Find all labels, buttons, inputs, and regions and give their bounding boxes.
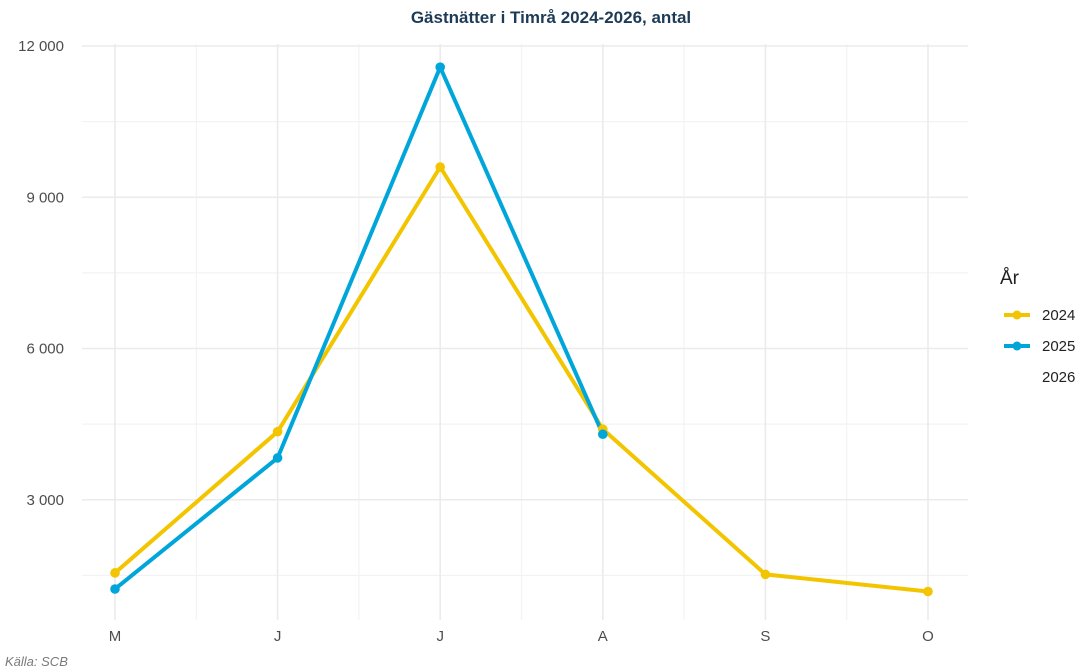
chart-title: Gästnätter i Timrå 2024-2026, antal <box>411 8 691 27</box>
legend-label-2024: 2024 <box>1042 307 1075 324</box>
data-point-2024 <box>435 162 446 172</box>
source-caption: Källa: SCB <box>5 654 68 669</box>
data-point-2025 <box>598 429 608 440</box>
series-points <box>110 62 933 597</box>
legend-title: År <box>1000 268 1020 289</box>
x-tick-label: A <box>598 628 608 645</box>
legend-key-point-2024 <box>1012 310 1022 320</box>
series-line-2024 <box>113 165 930 594</box>
x-tick-label: J <box>274 628 282 645</box>
data-point-2025 <box>272 453 283 463</box>
x-tick-label: S <box>760 628 770 645</box>
x-tick-label: J <box>436 628 444 645</box>
data-point-2024 <box>110 568 120 578</box>
legend-label-2025: 2025 <box>1042 338 1075 355</box>
minor-gridlines <box>82 44 968 620</box>
data-point-2024 <box>923 586 933 597</box>
x-tick-label: O <box>922 628 934 645</box>
y-tick-label: 12 000 <box>18 38 64 55</box>
data-point-2024 <box>760 569 771 580</box>
y-tick-label: 9 000 <box>26 189 64 206</box>
legend-label-2026: 2026 <box>1042 369 1075 386</box>
y-axis-ticks: 3 000 6 000 9 000 12 000 <box>18 38 64 509</box>
series-line-2025 <box>113 65 605 591</box>
y-tick-label: 6 000 <box>26 341 64 358</box>
legend: År 2024 2025 2026 <box>1000 268 1075 386</box>
y-tick-label: 3 000 <box>26 492 64 509</box>
x-tick-label: M <box>109 628 122 645</box>
series-lines <box>113 65 930 594</box>
data-point-2025 <box>110 584 120 594</box>
legend-key-point-2025 <box>1012 341 1022 351</box>
data-point-2025 <box>435 62 446 72</box>
data-point-2024 <box>272 426 283 437</box>
major-gridlines <box>82 44 968 620</box>
